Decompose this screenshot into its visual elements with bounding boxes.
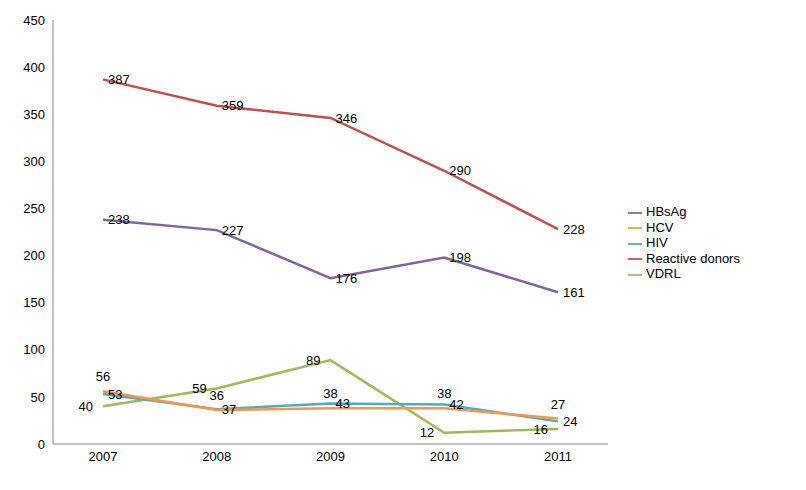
html-text:HIV: HIV bbox=[646, 235, 668, 251]
svg-text:450: 450 bbox=[23, 13, 45, 28]
svg-text:2010: 2010 bbox=[430, 449, 459, 464]
svg-text:89: 89 bbox=[306, 353, 320, 368]
svg-text:161: 161 bbox=[563, 285, 585, 300]
svg-text:200: 200 bbox=[23, 248, 45, 263]
svg-text:12: 12 bbox=[420, 425, 434, 440]
svg-text:2007: 2007 bbox=[89, 449, 118, 464]
svg-text:387: 387 bbox=[108, 72, 130, 87]
svg-text:2011: 2011 bbox=[544, 449, 572, 464]
svg-text:300: 300 bbox=[23, 154, 45, 169]
svg-text:400: 400 bbox=[23, 60, 45, 75]
svg-text:346: 346 bbox=[336, 111, 358, 126]
svg-text:38: 38 bbox=[323, 386, 337, 401]
svg-text:100: 100 bbox=[23, 342, 45, 357]
svg-text:228: 228 bbox=[563, 222, 585, 237]
svg-text:2008: 2008 bbox=[202, 449, 231, 464]
svg-text:37: 37 bbox=[222, 402, 236, 417]
svg-text:50: 50 bbox=[31, 390, 45, 405]
svg-text:198: 198 bbox=[449, 250, 471, 265]
svg-text:43: 43 bbox=[335, 396, 350, 412]
html-text:Reactive donors: Reactive donors bbox=[646, 250, 740, 266]
svg-text:227: 227 bbox=[222, 223, 244, 238]
svg-text:0: 0 bbox=[38, 437, 45, 452]
svg-text:359: 359 bbox=[222, 98, 244, 113]
svg-text:53: 53 bbox=[108, 387, 122, 402]
html-text:HCV: HCV bbox=[646, 219, 674, 235]
svg-text:2009: 2009 bbox=[316, 449, 345, 464]
svg-text:238: 238 bbox=[108, 212, 130, 227]
svg-text:38: 38 bbox=[437, 386, 451, 401]
svg-text:290: 290 bbox=[449, 163, 471, 178]
html-text:HBsAg: HBsAg bbox=[646, 204, 687, 220]
svg-text:42: 42 bbox=[449, 397, 464, 412]
svg-text:40: 40 bbox=[79, 399, 93, 414]
svg-text:56: 56 bbox=[96, 369, 110, 384]
svg-text:176: 176 bbox=[336, 271, 358, 286]
svg-text:150: 150 bbox=[23, 295, 45, 310]
svg-text:16: 16 bbox=[534, 422, 548, 437]
svg-text:59: 59 bbox=[192, 381, 206, 396]
svg-text:27: 27 bbox=[551, 397, 565, 412]
svg-text:350: 350 bbox=[23, 107, 45, 122]
svg-text:36: 36 bbox=[210, 388, 224, 403]
svg-text:24: 24 bbox=[563, 414, 577, 429]
html-text:VDRL: VDRL bbox=[646, 266, 681, 282]
svg-text:250: 250 bbox=[23, 201, 45, 216]
